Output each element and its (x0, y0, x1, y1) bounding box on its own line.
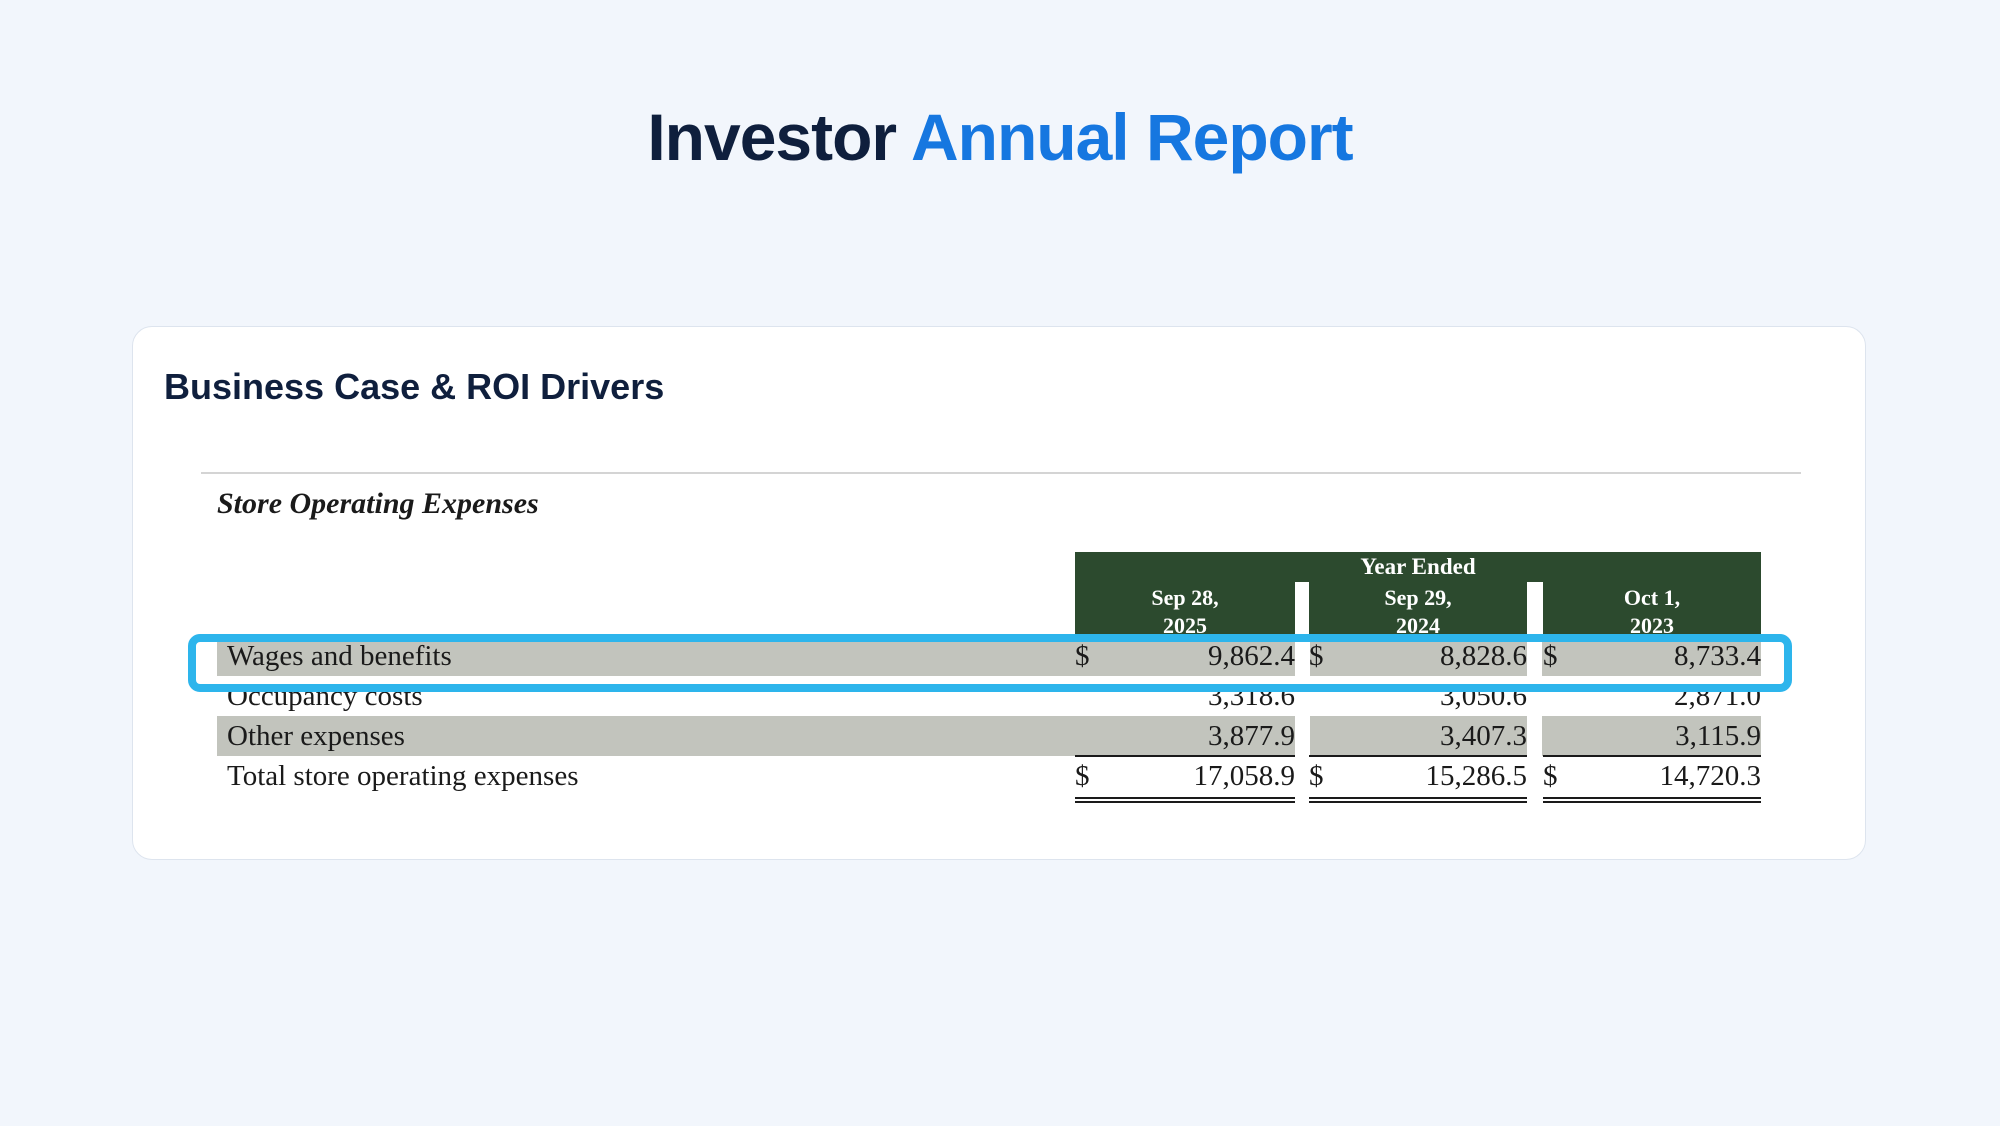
page-title: Investor Annual Report (0, 92, 2000, 182)
subtotal-rule (1309, 755, 1527, 757)
column-header-2024: Sep 29, 2024 (1309, 582, 1527, 636)
currency-symbol: $ (1543, 760, 1558, 792)
column-header-2023-date: Oct 1, (1623, 585, 1681, 610)
table-row-total: Total store operating expenses $ 17,058.… (217, 756, 1761, 796)
column-gap (1295, 636, 1310, 676)
page-title-annual-report: Annual Report (910, 100, 1354, 175)
business-case-card: Business Case & ROI Drivers Store Operat… (132, 326, 1866, 860)
column-header-2024-date: Sep 29, (1384, 585, 1452, 610)
table-heading: Store Operating Expenses (217, 487, 539, 520)
currency-symbol: $ (1309, 640, 1324, 672)
value-2024: 3,407.3 (1440, 720, 1527, 752)
value-2025: 17,058.9 (1193, 760, 1296, 792)
currency-symbol: $ (1309, 760, 1324, 792)
top-divider (201, 472, 1801, 474)
row-label: Total store operating expenses (227, 760, 579, 792)
column-header-2023-year: 2023 (1630, 613, 1674, 636)
value-2023: 14,720.3 (1659, 760, 1762, 792)
column-header-2025-year: 2025 (1163, 613, 1207, 636)
value-2025: 3,877.9 (1208, 720, 1295, 752)
column-gap (1527, 636, 1542, 676)
currency-symbol: $ (1075, 640, 1090, 672)
page-title-investor: Investor (647, 100, 897, 175)
card-title: Business Case & ROI Drivers (164, 366, 665, 407)
table-row-wages: Wages and benefits $ 9,862.4 $ 8,828.6 $… (217, 636, 1761, 676)
year-ended-header: Year Ended (1075, 552, 1761, 582)
column-gap (1527, 716, 1542, 756)
value-2024: 8,828.6 (1440, 640, 1527, 672)
currency-symbol: $ (1075, 760, 1090, 792)
column-header-2025-date: Sep 28, (1151, 585, 1219, 610)
total-double-rule (1309, 797, 1527, 803)
total-double-rule (1075, 797, 1295, 803)
row-label: Other expenses (227, 720, 405, 752)
column-header-2024-year: 2024 (1396, 613, 1440, 636)
column-header-2025: Sep 28, 2025 (1075, 582, 1295, 636)
currency-symbol: $ (1543, 640, 1558, 672)
value-2025: 9,862.4 (1208, 640, 1295, 672)
subtotal-rule (1543, 755, 1761, 757)
row-label: Wages and benefits (227, 640, 452, 672)
table-row-other: Other expenses 3,877.9 3,407.3 3,115.9 (217, 716, 1761, 756)
total-double-rule (1543, 797, 1761, 803)
value-2023: 8,733.4 (1674, 640, 1761, 672)
column-header-2023: Oct 1, 2023 (1543, 582, 1761, 636)
subtotal-rule (1075, 755, 1295, 757)
value-2023: 3,115.9 (1675, 720, 1761, 752)
column-gap (1295, 716, 1310, 756)
expenses-table-image: Store Operating Expenses Year Ended Sep … (201, 472, 1801, 852)
wages-row-highlight (188, 634, 1792, 692)
value-2024: 15,286.5 (1425, 760, 1528, 792)
